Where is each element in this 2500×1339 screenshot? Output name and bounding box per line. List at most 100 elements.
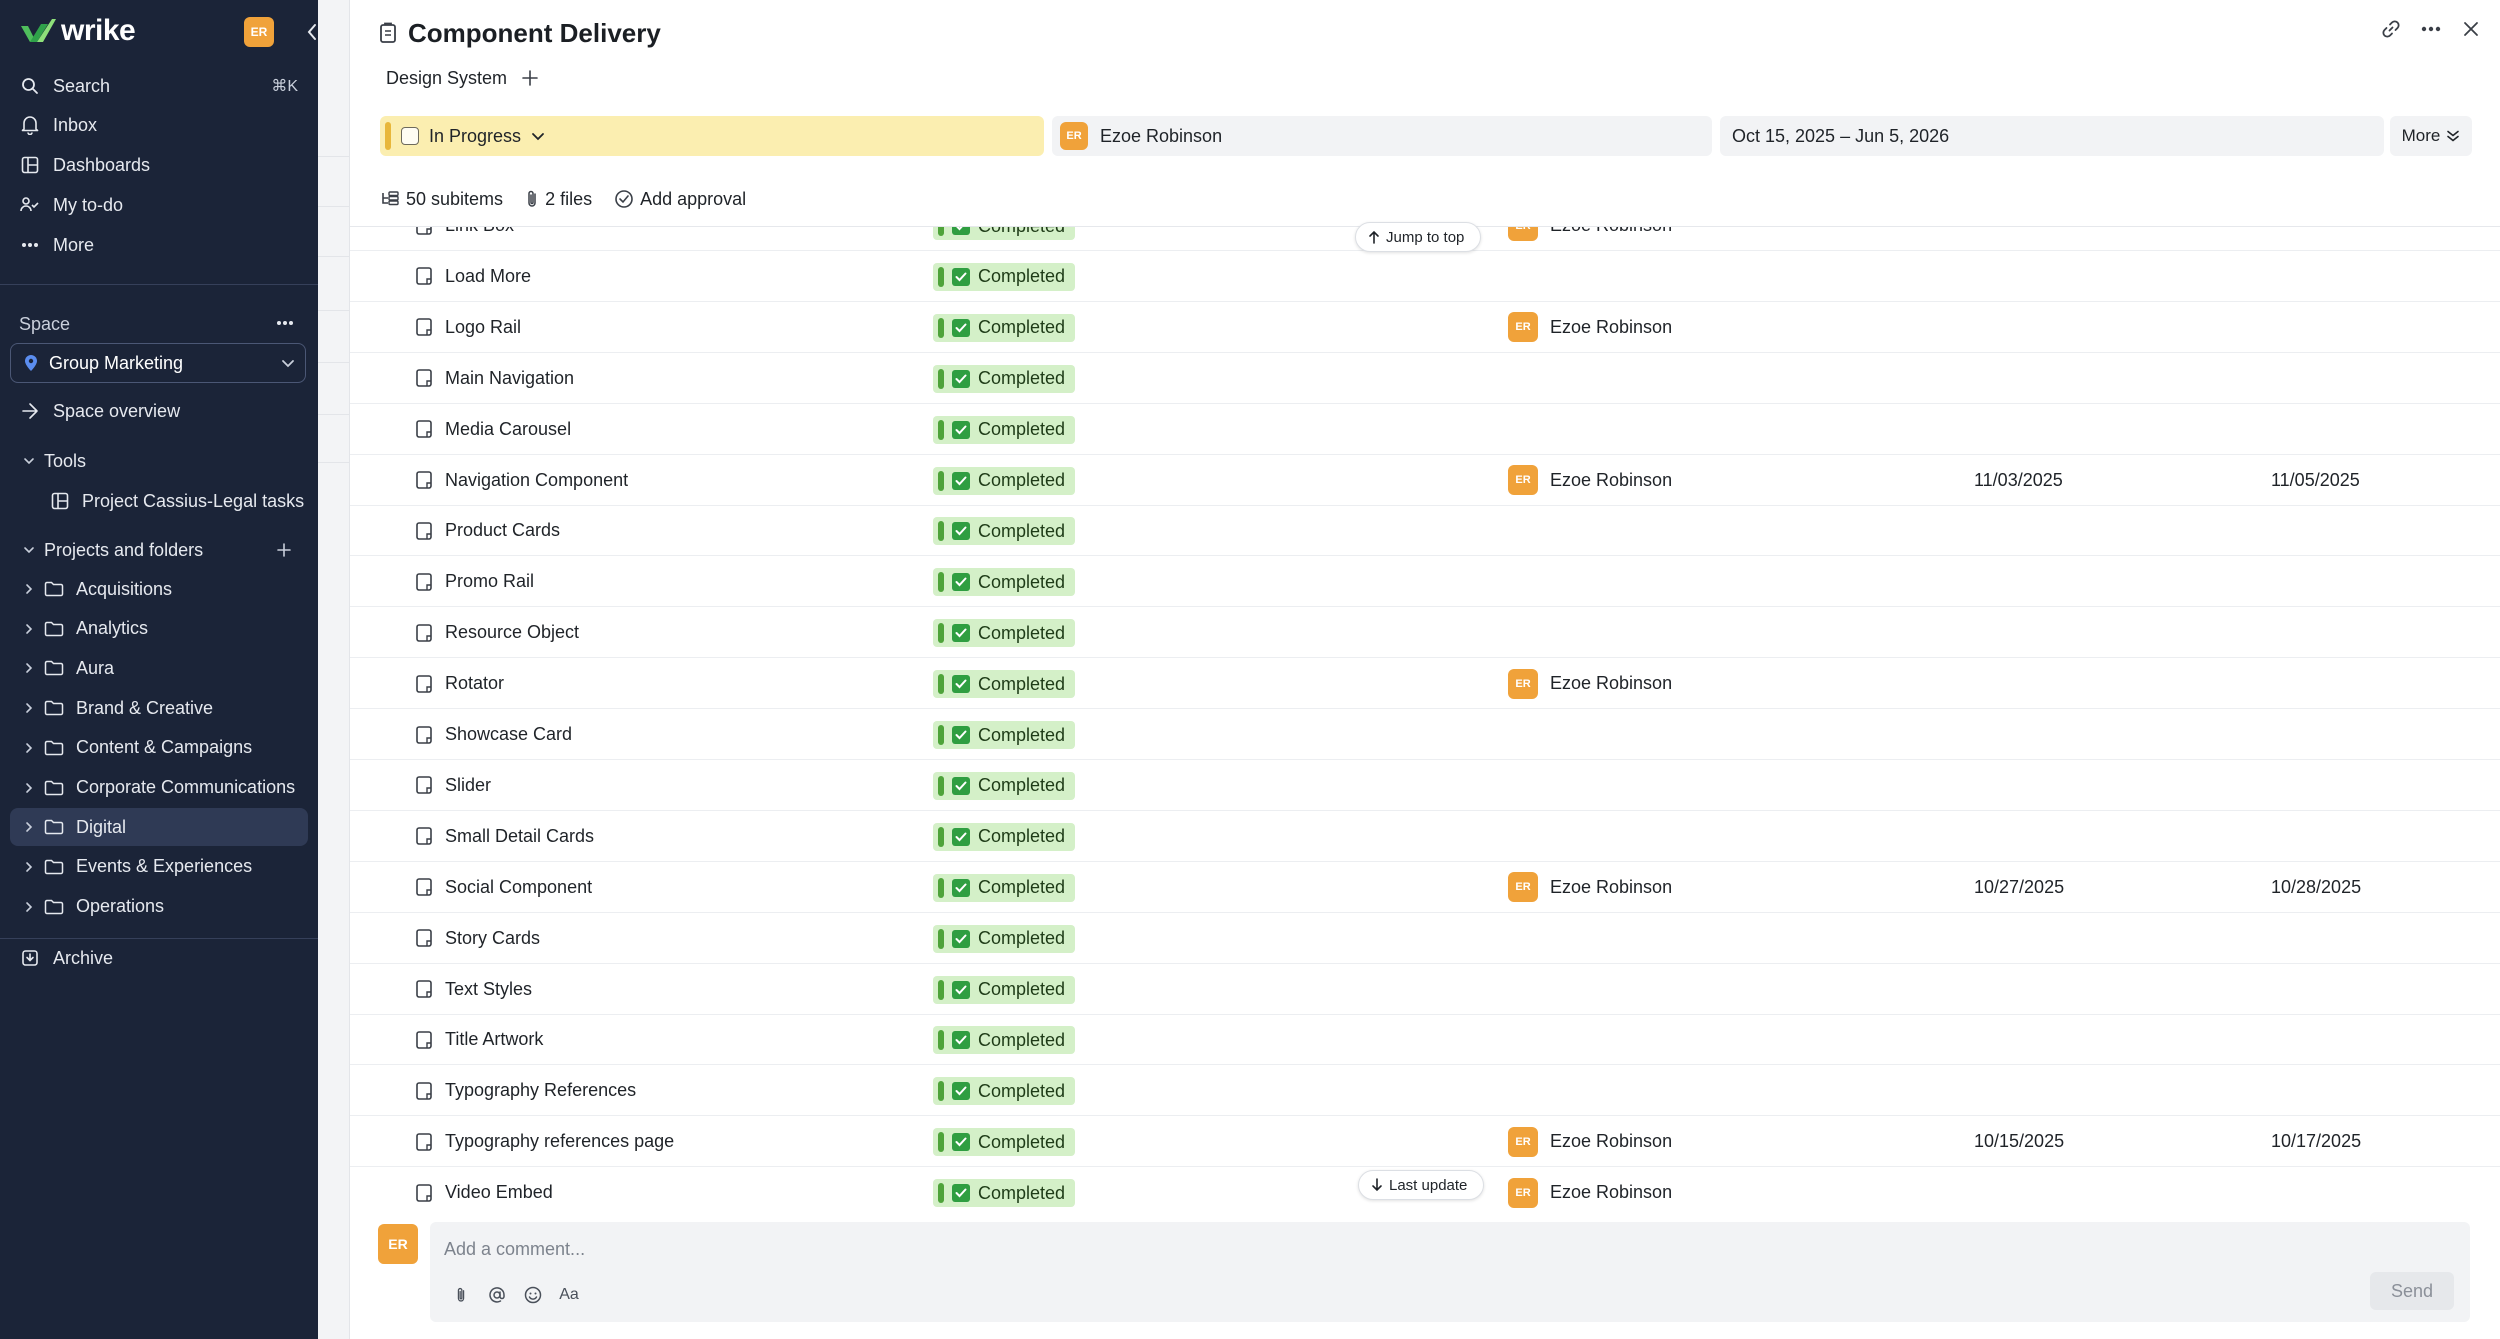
subtask-status-badge[interactable]: Completed	[933, 1077, 1076, 1106]
subtask-name[interactable]: Typography References	[415, 1065, 636, 1116]
subtask-row[interactable]: Title Artwork Completed	[350, 1014, 2500, 1066]
subtask-name[interactable]: Text Styles	[415, 964, 532, 1015]
user-avatar[interactable]: ER	[244, 17, 274, 47]
subtask-due-date[interactable]: 10/28/2025	[2271, 876, 2362, 897]
folder-item[interactable]: Corporate Communications	[10, 769, 308, 807]
subtask-assignee[interactable]: ER Ezoe Robinson	[1508, 455, 1672, 506]
subtask-status-badge[interactable]: Completed	[933, 466, 1076, 495]
chevron-right-icon[interactable]	[20, 620, 38, 638]
folder-item[interactable]: Content & Campaigns	[10, 729, 308, 767]
add-approval-button[interactable]: Add approval	[614, 189, 746, 210]
tool-item-project-cassius[interactable]: Project Cassius-Legal tasks	[10, 482, 308, 520]
subtask-status-badge[interactable]: Completed	[933, 771, 1076, 800]
last-update-button[interactable]: Last update	[1358, 1170, 1485, 1200]
attach-file-button[interactable]	[450, 1284, 472, 1306]
subtask-row[interactable]: Promo Rail Completed	[350, 556, 2500, 608]
space-selector[interactable]: Group Marketing	[10, 343, 306, 383]
subtask-status-badge[interactable]: Completed	[933, 568, 1076, 597]
send-button[interactable]: Send	[2370, 1272, 2454, 1310]
subtask-name[interactable]: Social Component	[415, 862, 592, 913]
subtask-status-badge[interactable]: Completed	[933, 415, 1076, 444]
subtask-row[interactable]: Resource Object Completed	[350, 607, 2500, 659]
chevron-right-icon[interactable]	[20, 659, 38, 677]
subtask-status-badge[interactable]: Completed	[933, 227, 1076, 240]
subtask-start-date[interactable]: 11/03/2025	[1974, 469, 2063, 490]
nav-dashboards[interactable]: Dashboards	[10, 146, 308, 184]
subtask-status-badge[interactable]: Completed	[933, 619, 1076, 648]
subtask-assignee[interactable]: ER Ezoe Robinson	[1508, 302, 1672, 353]
subtask-row[interactable]: Rotator Completed ER Ezoe Robinson	[350, 658, 2500, 710]
subtask-row[interactable]: Typography references page Completed ER Ezo…	[350, 1116, 2500, 1168]
subtask-row[interactable]: Social Component Completed ER Ezoe Robinson…	[350, 862, 2500, 913]
projects-section-toggle[interactable]: Projects and folders	[10, 531, 308, 569]
subtask-name[interactable]: Logo Rail	[415, 302, 521, 353]
task-title[interactable]: Component Delivery	[408, 17, 661, 48]
more-fields-button[interactable]: More	[2390, 116, 2472, 156]
subtask-assignee[interactable]: ER Ezoe Robinson	[1508, 658, 1672, 709]
subtask-start-date[interactable]: 10/15/2025	[1974, 1131, 2065, 1152]
chevron-right-icon[interactable]	[20, 818, 38, 836]
folder-item[interactable]: Digital	[10, 808, 308, 847]
files-count[interactable]: 2 files	[525, 189, 592, 210]
nav-archive[interactable]: Archive	[10, 939, 308, 977]
subtask-row[interactable]: Slider Completed	[350, 760, 2500, 811]
chevron-right-icon[interactable]	[20, 779, 38, 797]
add-folder-icon[interactable]	[521, 69, 539, 87]
subtask-row[interactable]: Logo Rail Completed ER Ezoe Robinson	[350, 302, 2500, 353]
subtask-row[interactable]: Story Cards Completed	[350, 913, 2500, 964]
folder-tag[interactable]: Design System	[386, 67, 508, 88]
comment-input[interactable]	[444, 1234, 2424, 1264]
subtask-start-date[interactable]: 10/27/2025	[1974, 876, 2065, 897]
space-more-button[interactable]	[272, 312, 298, 334]
subtask-assignee[interactable]: ER Ezoe Robinson	[1508, 862, 1672, 913]
complete-checkbox[interactable]	[401, 127, 419, 145]
folder-item[interactable]: Operations	[10, 888, 308, 926]
subtask-status-badge[interactable]: Completed	[933, 313, 1076, 342]
subtask-name[interactable]: Rotator	[415, 658, 504, 709]
mention-button[interactable]	[486, 1284, 508, 1306]
folder-item[interactable]: Acquisitions	[10, 570, 308, 608]
subtask-status-badge[interactable]: Completed	[933, 924, 1076, 953]
subitems-count[interactable]: 50 subitems	[380, 189, 503, 210]
subtask-due-date[interactable]: 10/17/2025	[2271, 1131, 2362, 1152]
subtask-name[interactable]: Link Box	[415, 227, 514, 251]
tools-section-toggle[interactable]: Tools	[10, 442, 308, 480]
folder-item[interactable]: Aura	[10, 649, 308, 687]
subtask-row[interactable]: Media Carousel Completed	[350, 404, 2500, 455]
chevron-right-icon[interactable]	[20, 858, 38, 876]
subtask-row[interactable]: Load More Completed	[350, 251, 2500, 302]
nav-more[interactable]: More	[10, 226, 308, 264]
more-actions-button[interactable]	[2420, 18, 2442, 40]
subtask-assignee[interactable]: ER Ezoe Robinson	[1508, 227, 1672, 251]
assignee-field[interactable]: ER Ezoe Robinson	[1052, 116, 1712, 156]
chevron-right-icon[interactable]	[20, 580, 38, 598]
subtask-name[interactable]: Resource Object	[415, 607, 579, 658]
subtask-row[interactable]: Text Styles Completed	[350, 964, 2500, 1015]
chevron-right-icon[interactable]	[20, 699, 38, 717]
subtask-status-badge[interactable]: Completed	[933, 1128, 1076, 1157]
text-format-button[interactable]: Aa	[559, 1286, 579, 1303]
date-range-field[interactable]: Oct 15, 2025 – Jun 5, 2026	[1720, 116, 2384, 156]
copy-link-button[interactable]	[2380, 18, 2402, 40]
chevron-right-icon[interactable]	[20, 898, 38, 916]
jump-to-top-button[interactable]: Jump to top	[1355, 222, 1482, 252]
collapse-sidebar-button[interactable]	[301, 20, 323, 44]
folder-item[interactable]: Analytics	[10, 610, 308, 648]
subtask-row[interactable]: Showcase Card Completed	[350, 709, 2500, 760]
subtask-name[interactable]: Video Embed	[415, 1167, 553, 1217]
status-dropdown[interactable]: In Progress	[380, 116, 1044, 156]
add-project-button[interactable]	[272, 538, 296, 562]
subtask-name[interactable]: Media Carousel	[415, 404, 571, 455]
subtask-name[interactable]: Load More	[415, 251, 531, 302]
nav-inbox[interactable]: Inbox	[10, 106, 308, 144]
subtask-name[interactable]: Slider	[415, 760, 491, 811]
subtask-name[interactable]: Promo Rail	[415, 556, 534, 607]
nav-search[interactable]: Search ⌘K	[10, 67, 308, 105]
subtask-row[interactable]: Product Cards Completed	[350, 505, 2500, 557]
folder-item[interactable]: Events & Experiences	[10, 848, 308, 886]
subtask-assignee[interactable]: ER Ezoe Robinson	[1508, 1167, 1672, 1217]
subtask-name[interactable]: Navigation Component	[415, 455, 628, 506]
nav-my-todo[interactable]: My to-do	[10, 186, 308, 224]
subtask-status-badge[interactable]: Completed	[933, 822, 1076, 851]
subtask-status-badge[interactable]: Completed	[933, 873, 1076, 902]
